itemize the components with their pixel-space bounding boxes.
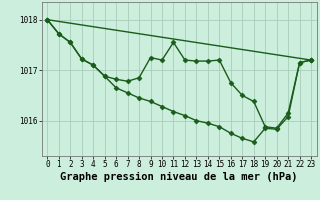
X-axis label: Graphe pression niveau de la mer (hPa): Graphe pression niveau de la mer (hPa) [60, 172, 298, 182]
